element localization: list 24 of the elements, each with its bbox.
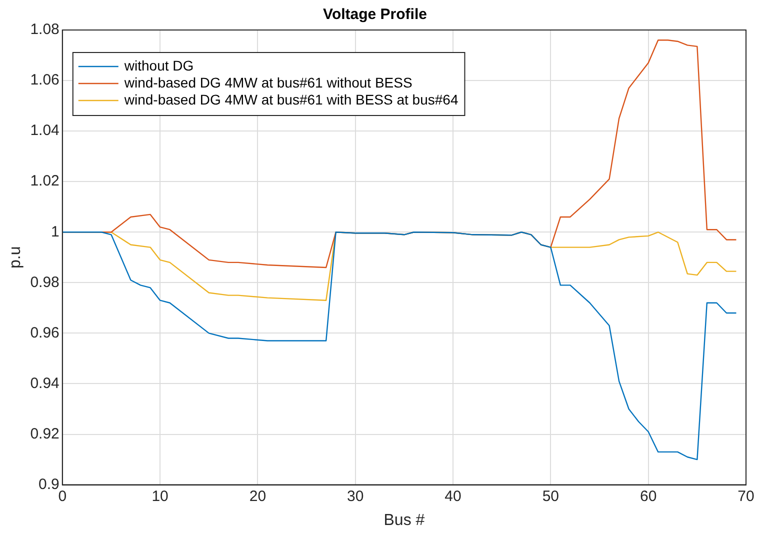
x-tick-label: 70 [738,488,754,505]
x-axis-title: Bus # [384,512,425,529]
y-tick-label: 0.96 [30,324,60,342]
x-tick-label: 10 [152,488,168,505]
y-tick-label: 0.9 [38,476,60,493]
x-tick-label: 20 [249,488,266,505]
legend-label: without DG [123,57,194,74]
y-tick-label: 0.92 [30,425,60,442]
x-tick-label: 60 [640,488,657,505]
x-tick-label: 40 [444,488,462,505]
y-tick-label: 1.04 [30,122,60,140]
y-tick-label: 1.08 [30,21,60,38]
y-tick-label: 1.06 [30,72,60,89]
y-tick-label: 1.02 [30,172,60,190]
x-tick-label: 30 [347,488,364,505]
y-tick-label: 0.98 [30,274,60,291]
x-tick-label: 50 [542,488,560,505]
y-tick-label: 0.94 [30,374,60,392]
x-tick-label: 0 [58,488,67,505]
y-axis-title: p.u [7,246,24,269]
chart-title: Voltage Profile [323,6,427,24]
y-tick-label: 1 [51,223,60,240]
legend-label: wind-based DG 4MW at bus#61 with BESS at bus#64 [123,91,458,108]
legend-label: wind-based DG 4MW at bus#61 without BESS [123,74,412,90]
